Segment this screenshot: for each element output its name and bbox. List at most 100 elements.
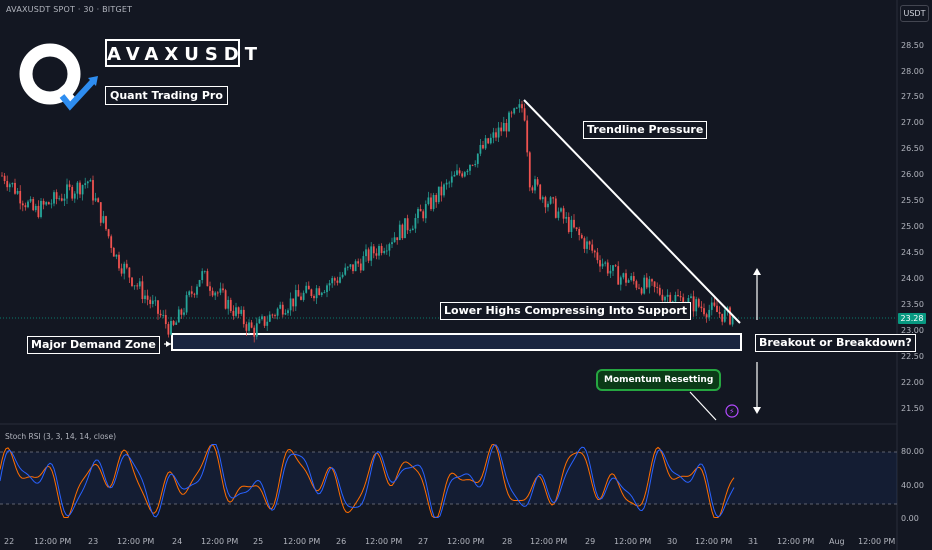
candle-body [450,176,453,183]
candle-body [437,186,440,203]
candle-body [284,313,287,315]
candle-body [120,268,123,274]
candle-body [648,279,651,288]
candle-body [445,182,448,185]
candle-body [651,279,653,282]
candle-body [8,184,11,188]
candle-body [115,254,118,257]
candle-body [534,179,536,191]
candle-body [263,316,266,326]
candle-body [625,273,627,283]
candle-body [380,246,383,254]
candle-body [222,288,224,291]
candle-body [666,294,669,297]
candle-body [640,288,643,294]
price-tick: 23.00 [901,326,924,335]
candle-body [565,217,568,219]
candle-body [703,308,705,315]
candle-body [328,283,331,286]
breakout-label[interactable]: Breakout or Breakdown? [755,334,916,352]
candle-body [302,292,305,300]
stoch-rsi-group [0,443,735,518]
candle-body [209,286,211,291]
candle-body [326,285,328,293]
brand-title: AVAXUSDT [105,39,257,67]
demand-zone-label[interactable]: Major Demand Zone [27,336,160,354]
candle-body [86,181,89,184]
up-arrow-head [753,268,761,275]
candle-body [471,164,474,166]
candle-body [596,252,599,261]
candle-body [229,299,232,311]
candle-body [721,313,724,322]
time-tick: 26 [336,537,347,546]
candle-body [383,251,386,254]
candle-body [224,290,227,309]
candle-body [562,208,565,219]
momentum-label[interactable]: Momentum Resetting [596,369,722,391]
candle-body [601,263,604,267]
candle-body [253,327,256,337]
candle-body [118,254,120,269]
candle-body [164,315,167,325]
candle-body [419,208,422,212]
time-tick: 12:00 PM [117,537,155,546]
candle-body [141,281,144,300]
candle-body [346,266,349,268]
symbol-header[interactable]: AVAXUSDT SPOT · 30 · BITGET [6,5,133,14]
candle-body [92,180,94,201]
candle-body [469,164,471,171]
candle-body [588,241,591,245]
demand-zone-rect[interactable] [171,333,742,351]
candle-body [479,144,482,154]
time-tick: 12:00 PM [614,537,652,546]
candle-body [19,191,22,204]
candle-body [310,289,313,297]
candle-body [541,197,544,200]
candle-body [370,246,373,261]
candle-body [393,237,396,243]
candle-body [97,198,100,203]
candle-body [432,195,435,210]
candle-body [417,208,419,219]
candle-body [521,104,523,109]
candle-body [729,307,731,325]
price-tick: 28.50 [901,41,924,50]
candle-body [276,308,279,316]
candle-body [193,293,196,295]
time-tick: 12:00 PM [34,537,72,546]
candle-body [586,241,588,249]
indicator-label[interactable]: Stoch RSI (3, 3, 14, 14, close) [5,432,116,441]
candle-body [723,309,726,322]
lightning-icon[interactable] [725,404,739,418]
candle-body [261,316,263,320]
currency-button[interactable]: USDT [900,5,929,22]
trendline[interactable] [523,99,741,324]
demand-arrow-head [166,341,171,347]
candle-body [336,280,339,283]
candle-body [107,229,110,237]
last-price-tag: 23.28 [898,313,926,324]
candle-body [307,285,310,290]
candle-body [406,218,409,231]
price-tick: 22.50 [901,352,924,361]
time-tick: Aug [829,537,845,546]
rsi-tick: 0.00 [901,514,919,523]
candle-body [110,236,113,248]
candle-body [583,238,586,249]
trendline-label[interactable]: Trendline Pressure [583,121,708,139]
candle-body [42,200,45,205]
candle-body [133,285,136,287]
candle-body [388,244,391,251]
candle-body [554,198,557,218]
candle-body [398,224,401,241]
candle-body [484,138,487,149]
candle-body [102,216,105,223]
candle-body [196,286,198,295]
candle-body [29,199,32,202]
lower-highs-label[interactable]: Lower Highs Compressing Into Support [440,302,692,320]
candle-body [333,278,336,281]
candle-body [580,235,583,239]
